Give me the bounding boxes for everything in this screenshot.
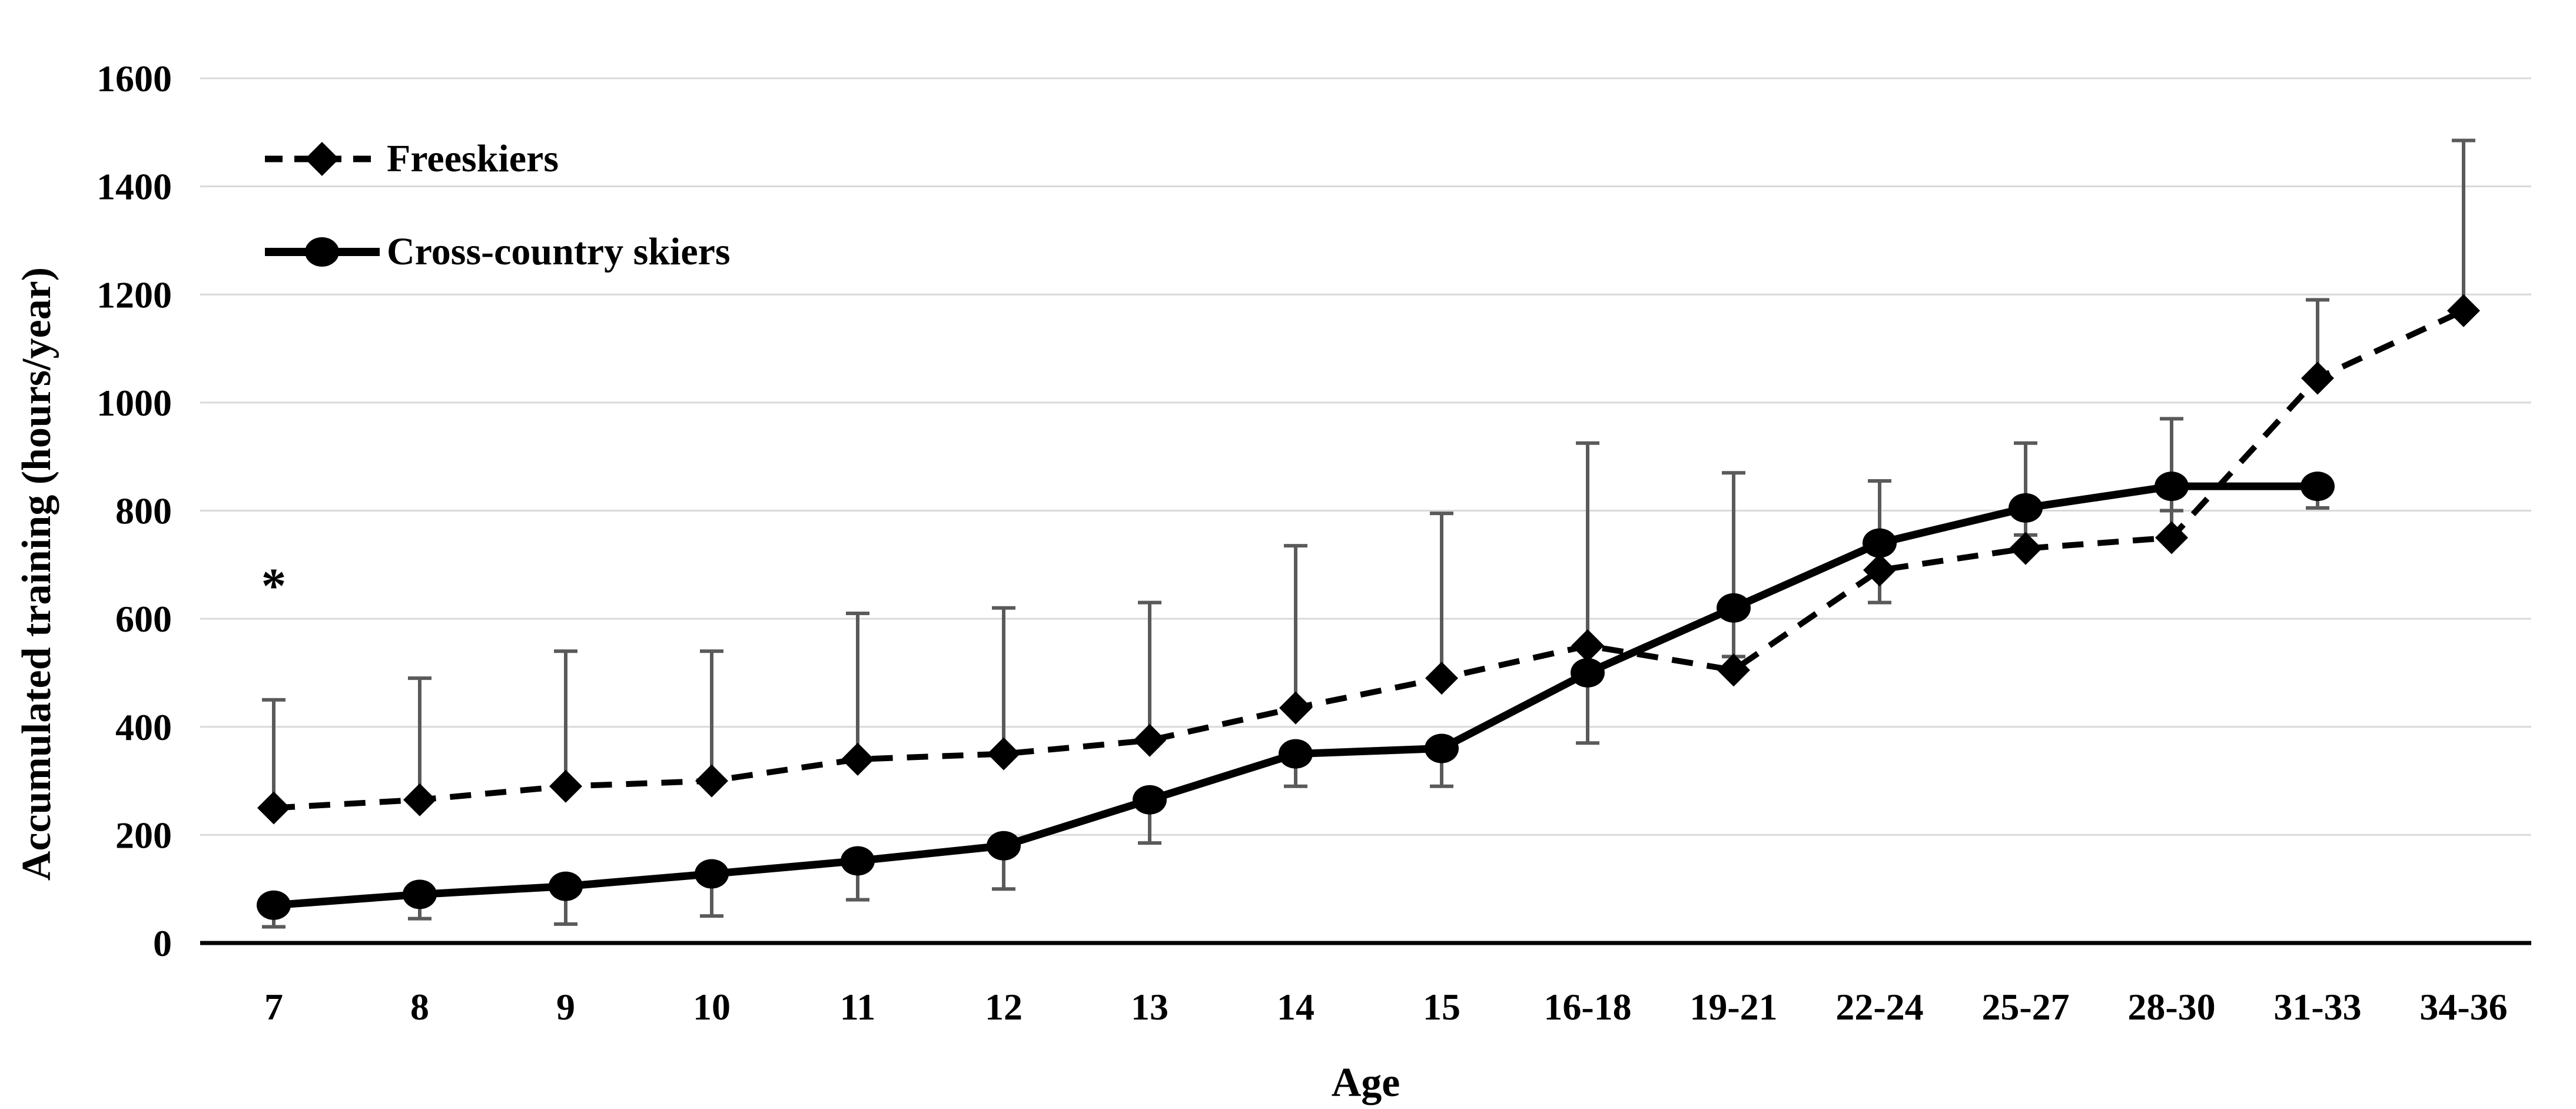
circle-marker-icon bbox=[2301, 472, 2335, 502]
circle-marker-icon bbox=[257, 890, 291, 920]
diamond-marker-icon bbox=[1717, 653, 1750, 687]
y-tick-label: 1200 bbox=[97, 274, 172, 316]
diamond-marker-icon bbox=[257, 791, 290, 825]
circle-marker-icon bbox=[1571, 658, 1605, 688]
freeskiers-line bbox=[273, 308, 2465, 811]
circle-marker-icon bbox=[1279, 739, 1313, 769]
legend-label-cross-country: Cross-country skiers bbox=[387, 230, 731, 273]
x-axis-ticks: 7 8 9 10 11 12 13 14 15 16-18 19-21 22-24 25-27 28-30… bbox=[264, 986, 2508, 1028]
x-axis-title: Age bbox=[1332, 1060, 1400, 1105]
x-tick-label: 7 bbox=[264, 986, 283, 1028]
circle-marker-icon bbox=[695, 859, 729, 889]
x-tick-label: 10 bbox=[693, 986, 731, 1028]
x-tick-label: 13 bbox=[1131, 986, 1169, 1028]
x-tick-label: 11 bbox=[840, 986, 875, 1028]
circle-marker-icon bbox=[2155, 472, 2189, 502]
x-tick-label: 14 bbox=[1277, 986, 1314, 1028]
diamond-marker-icon bbox=[2009, 532, 2042, 565]
freeskiers-markers bbox=[257, 294, 2480, 825]
x-tick-label: 8 bbox=[410, 986, 429, 1028]
y-tick-label: 200 bbox=[115, 814, 172, 856]
legend-label-freeskiers: Freeskiers bbox=[387, 137, 559, 180]
x-tick-label: 19-21 bbox=[1689, 986, 1777, 1028]
circle-marker-icon bbox=[1425, 733, 1459, 763]
circle-marker-icon bbox=[2009, 493, 2043, 523]
y-tick-label: 800 bbox=[115, 490, 172, 532]
x-tick-label: 15 bbox=[1423, 986, 1460, 1028]
significance-asterisk: * bbox=[261, 559, 287, 614]
x-tick-label: 31-33 bbox=[2273, 986, 2361, 1028]
cross-country-legend-swatch bbox=[265, 237, 380, 267]
circle-marker-icon bbox=[841, 846, 875, 876]
gridlines bbox=[200, 77, 2531, 836]
freeskiers-legend-swatch bbox=[265, 142, 380, 176]
y-tick-label: 1400 bbox=[97, 166, 172, 208]
diamond-marker-icon bbox=[987, 737, 1020, 771]
circle-marker-icon bbox=[1717, 593, 1751, 623]
diamond-marker-icon bbox=[549, 769, 582, 803]
diamond-marker-icon bbox=[1133, 723, 1166, 757]
legend-item-cross-country: Cross-country skiers bbox=[265, 227, 731, 277]
circle-marker-icon bbox=[987, 831, 1021, 861]
diamond-marker-icon bbox=[2447, 294, 2480, 327]
diamond-marker-icon bbox=[1279, 691, 1312, 725]
x-tick-label: 12 bbox=[985, 986, 1023, 1028]
y-axis-title: Accumulated training (hours/year) bbox=[14, 267, 59, 881]
y-tick-label: 1600 bbox=[97, 58, 172, 99]
x-tick-label: 28-30 bbox=[2127, 986, 2215, 1028]
diamond-marker-icon bbox=[1863, 553, 1896, 587]
y-tick-label: 600 bbox=[115, 598, 172, 640]
y-tick-label: 1000 bbox=[97, 382, 172, 424]
legend-item-freeskiers: Freeskiers bbox=[265, 134, 731, 184]
y-tick-label: 0 bbox=[153, 922, 172, 964]
circle-marker-icon bbox=[1133, 785, 1167, 815]
diamond-marker-icon bbox=[841, 742, 874, 776]
diamond-marker-icon bbox=[2301, 361, 2334, 395]
diamond-marker-icon bbox=[403, 783, 436, 816]
x-tick-label: 22-24 bbox=[1835, 986, 1923, 1028]
diamond-marker-icon bbox=[1571, 629, 1604, 663]
diamond-marker-icon bbox=[2155, 521, 2188, 554]
x-tick-label: 34-36 bbox=[2419, 986, 2507, 1028]
y-tick-label: 400 bbox=[115, 706, 172, 748]
diamond-marker-icon bbox=[305, 142, 339, 176]
y-axis-ticks: 0 200 400 600 800 1000 1200 1400 1600 bbox=[97, 58, 172, 964]
circle-marker-icon bbox=[305, 237, 339, 267]
cross-country-markers bbox=[257, 472, 2335, 920]
circle-marker-icon bbox=[549, 871, 583, 901]
diamond-marker-icon bbox=[1425, 662, 1458, 695]
x-tick-label: 16-18 bbox=[1543, 986, 1631, 1028]
freeskiers-error-bars bbox=[262, 138, 2475, 808]
circle-marker-icon bbox=[403, 879, 437, 909]
circle-marker-icon bbox=[1863, 528, 1897, 558]
x-tick-label: 25-27 bbox=[1981, 986, 2069, 1028]
diamond-marker-icon bbox=[695, 764, 728, 798]
chart-legend: Freeskiers Cross-country skiers bbox=[265, 134, 731, 320]
x-tick-label: 9 bbox=[556, 986, 575, 1028]
